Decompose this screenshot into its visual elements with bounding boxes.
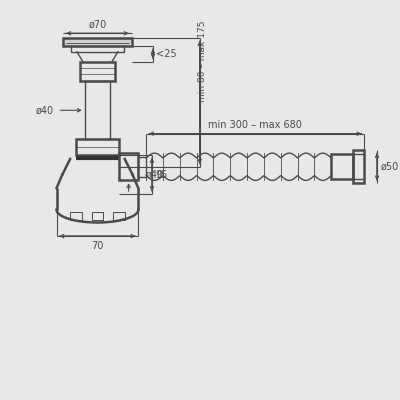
Text: 95: 95 [155,170,167,180]
Bar [76,140,119,155]
Bar [85,81,110,140]
Bar [138,157,146,176]
Bar [71,46,124,52]
Bar [353,150,364,183]
Bar [119,153,138,180]
Bar [80,62,115,81]
Text: ø40: ø40 [36,105,54,115]
Bar [70,212,82,220]
Text: ø70: ø70 [88,20,106,30]
Text: ø40: ø40 [146,170,164,180]
Text: min 300 – max 680: min 300 – max 680 [208,120,302,130]
Text: min 80 – max 175: min 80 – max 175 [198,21,207,102]
Bar [113,212,125,220]
Bar [92,212,103,220]
Text: 70: 70 [91,241,104,251]
Bar [63,38,132,46]
Bar [331,154,353,180]
Text: <25: <25 [156,49,176,59]
Text: ø50: ø50 [381,162,399,172]
